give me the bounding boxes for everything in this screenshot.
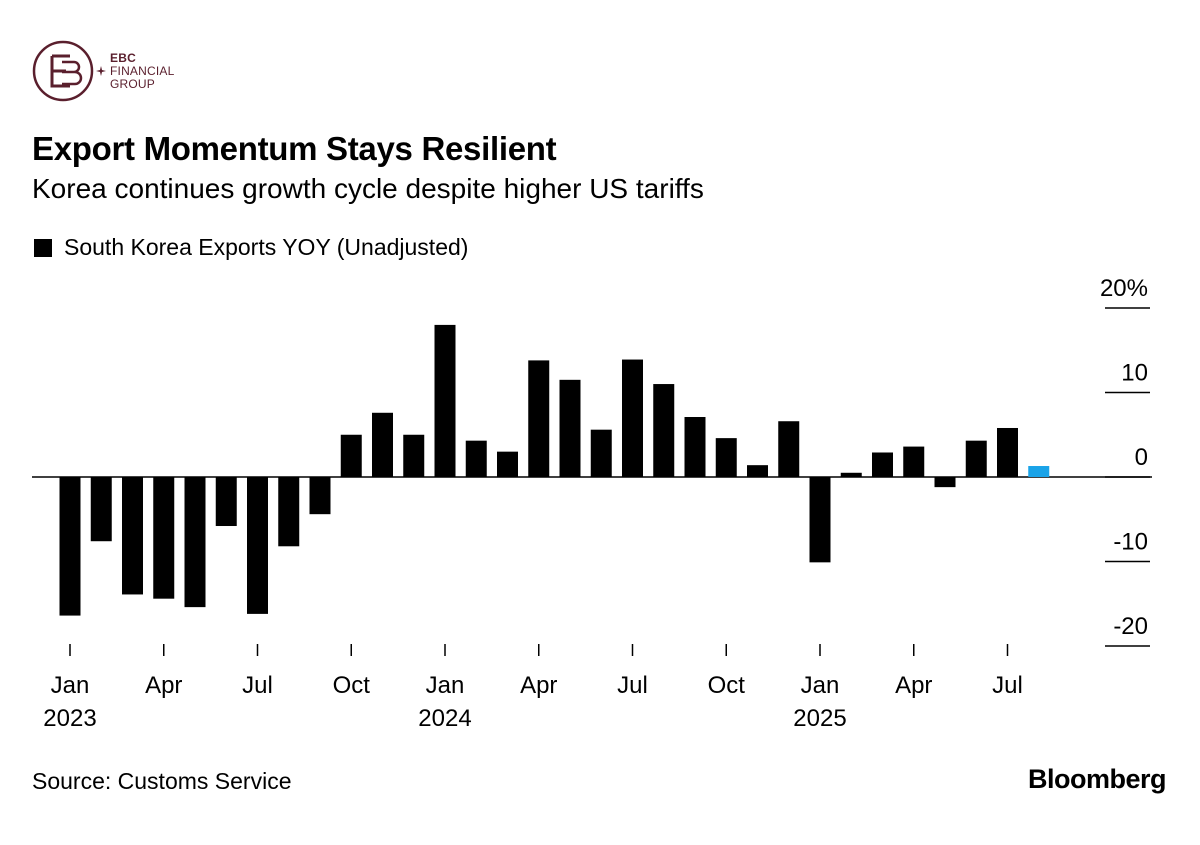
chart-subtitle: Korea continues growth cycle despite hig… (32, 173, 704, 204)
ebc-logo-text: EBC FINANCIAL GROUP (110, 50, 175, 91)
bar-feb-2024 (465, 440, 487, 477)
bar-jan-2025 (809, 477, 831, 563)
x-tick-label: Apr (895, 672, 932, 699)
x-tick-label: Apr (520, 672, 557, 699)
bar-mar-2023 (122, 477, 143, 595)
y-tick-label: -10 (1113, 529, 1148, 556)
y-tick-label: 10 (1121, 360, 1148, 387)
bar-jun-2023 (215, 477, 237, 527)
y-tick-label: -20 (1113, 613, 1148, 640)
x-tick-label: Oct (333, 672, 371, 699)
bar-mar-2024 (497, 451, 518, 477)
x-year-label: 2024 (418, 705, 471, 732)
bar-jul-2024 (622, 359, 643, 477)
ebc-logo: EBC FINANCIAL GROUP (32, 40, 174, 102)
bar-feb-2023 (90, 477, 112, 542)
bar-aug-2023 (278, 477, 300, 547)
sparkle-icon (96, 66, 106, 76)
bar-feb-2025 (840, 472, 862, 477)
x-tick-label: Jul (992, 672, 1023, 699)
bar-apr-2025 (903, 446, 925, 477)
bar-apr-2023 (153, 477, 175, 599)
bar-jan-2024 (434, 324, 456, 477)
x-tick-label: Oct (708, 672, 746, 699)
legend: South Korea Exports YOY (Unadjusted) (34, 234, 468, 261)
bar-dec-2023 (403, 434, 425, 477)
ebc-logo-icon (32, 40, 94, 102)
y-tick-label: 20% (1100, 275, 1148, 302)
legend-swatch (34, 238, 52, 257)
legend-label: South Korea Exports YOY (Unadjusted) (64, 234, 469, 260)
bar-sep-2023 (309, 477, 331, 515)
bar-oct-2024 (715, 438, 737, 477)
logo-line-2: FINANCIAL (110, 63, 175, 78)
bar-nov-2023 (372, 412, 393, 477)
bar-may-2025 (934, 477, 956, 488)
x-tick-label: Jul (242, 672, 273, 699)
bar-apr-2024 (528, 360, 550, 477)
bar-aug-2025 (1028, 466, 1050, 477)
bar-jun-2024 (590, 429, 612, 477)
x-tick-label: Jan (51, 672, 90, 699)
bar-oct-2023 (340, 434, 362, 477)
bar-aug-2024 (653, 384, 675, 477)
logo-line-3: GROUP (110, 76, 156, 91)
bar-may-2023 (184, 477, 206, 608)
x-tick-label: Jan (426, 672, 465, 699)
bar-jun-2025 (965, 440, 987, 477)
bar-jul-2025 (997, 427, 1018, 477)
bar-sep-2024 (684, 417, 706, 477)
source-note: Source: Customs Service (32, 768, 292, 794)
x-tick-label: Jan (801, 672, 840, 699)
bloomberg-logo: Bloomberg (1027, 764, 1167, 794)
bar-mar-2025 (872, 452, 893, 477)
y-tick-label: 0 (1135, 444, 1148, 471)
x-tick-label: Jul (617, 672, 648, 699)
chart-title: Export Momentum Stays Resilient (32, 130, 557, 167)
bar-jan-2023 (59, 477, 81, 616)
x-year-label: 2023 (43, 705, 96, 732)
bar-dec-2024 (778, 421, 800, 477)
logo-line-1: EBC (110, 50, 136, 65)
bar-jul-2023 (247, 477, 268, 614)
bar-may-2024 (559, 379, 581, 477)
x-tick-label: Apr (145, 672, 182, 699)
bar-nov-2024 (747, 465, 768, 477)
x-year-label: 2025 (793, 705, 846, 732)
